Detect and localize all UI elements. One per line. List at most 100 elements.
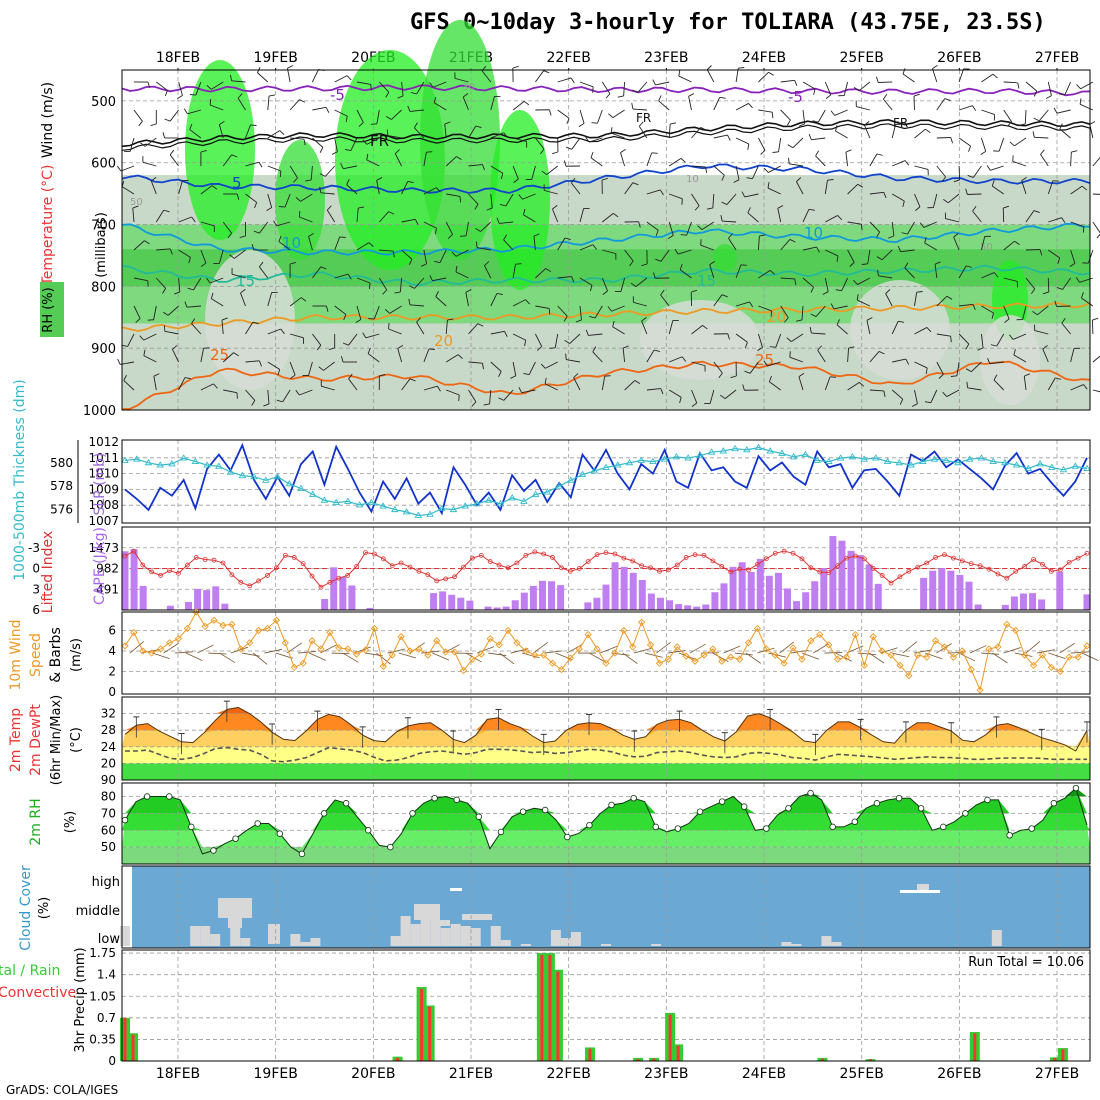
wind-barb — [728, 238, 737, 251]
wind-barb — [631, 103, 634, 110]
run-total: Run Total = 10.06 — [968, 955, 1084, 970]
lifted-index-point — [772, 550, 778, 556]
wind-barb — [499, 203, 507, 207]
wind-barb — [655, 230, 659, 237]
wind-barb — [444, 121, 451, 125]
wind-barb — [484, 261, 490, 266]
wind-barb — [579, 81, 594, 88]
wind-barb — [1092, 317, 1099, 321]
wind-barb — [990, 344, 997, 347]
wind-barb — [1022, 305, 1027, 320]
cape-bar — [1029, 593, 1037, 610]
wind-barb — [522, 208, 526, 215]
wind-barb — [429, 82, 434, 88]
wind-barb — [445, 320, 448, 335]
temp-band-lowest — [122, 763, 1090, 780]
wind-barb — [965, 188, 968, 195]
wind-barb — [632, 89, 638, 93]
wind10-barb — [779, 641, 795, 654]
wind-barb — [512, 137, 527, 143]
date-tick-bottom: 25FEB — [840, 1066, 884, 1082]
cape-bar — [856, 555, 864, 610]
wind-barb — [432, 277, 447, 282]
wind-barb — [867, 249, 871, 264]
wind-barb — [433, 81, 447, 88]
lifted-index-point — [567, 568, 573, 574]
wind-speed-point — [522, 647, 530, 655]
cape-bar — [457, 597, 465, 610]
wind-barb — [434, 261, 441, 264]
lifted-index-point — [853, 553, 858, 559]
wind-barb — [634, 380, 641, 384]
precip-convective-bar — [428, 1006, 432, 1061]
wind-barb — [433, 102, 447, 111]
wind-barb — [914, 389, 918, 404]
wind-barb — [721, 174, 725, 181]
rh-gray-patch — [640, 300, 760, 380]
cloud-low-label: low — [98, 932, 121, 947]
lifted-index-point — [692, 552, 698, 558]
wind-barb — [455, 265, 458, 272]
wind-barb — [709, 261, 716, 265]
wind-barb — [679, 397, 682, 404]
wind-barb — [512, 165, 519, 180]
wind-barb — [219, 121, 225, 125]
wind-barb — [883, 390, 886, 397]
wind-barb — [1070, 221, 1084, 227]
pressure-tick: 900 — [91, 342, 116, 357]
thickness-point — [215, 462, 223, 469]
wind-barb — [416, 81, 425, 95]
wind-barb — [749, 301, 754, 308]
cape-bar — [139, 585, 147, 610]
wind-barb — [563, 160, 567, 167]
wind-barb — [299, 216, 313, 223]
wind-barb — [841, 277, 849, 291]
wind-barb — [977, 347, 984, 351]
wind-barb — [913, 93, 920, 97]
wind-barb — [537, 346, 543, 351]
wind-barb — [439, 249, 447, 263]
wind-barb — [1070, 348, 1075, 363]
wind-barb — [602, 290, 608, 295]
wind10-barb — [309, 652, 326, 661]
wind-barb — [200, 185, 213, 195]
wind-barb — [622, 348, 626, 363]
wind-barb — [830, 110, 836, 116]
wind-speed-point — [727, 653, 735, 661]
thickness-point — [825, 457, 833, 465]
wind-barb — [944, 98, 951, 101]
wind-barb — [924, 401, 931, 404]
wind-barb — [968, 145, 971, 152]
wind-barb — [344, 149, 351, 152]
wind-barb — [601, 177, 608, 181]
wind-barb — [641, 320, 648, 335]
wind-barb — [1032, 131, 1035, 138]
cape-bar — [929, 570, 937, 610]
wind-barb — [251, 400, 256, 406]
wind-speed-point — [513, 639, 521, 647]
wind-barb — [512, 299, 526, 307]
wind-speed-point — [753, 624, 762, 633]
wind-barb — [1059, 128, 1071, 139]
cape-bar — [321, 599, 329, 610]
wind-barb — [259, 221, 269, 234]
wind-barb — [1092, 193, 1100, 195]
cape-bar — [538, 580, 546, 610]
wind-barb — [1079, 103, 1094, 111]
wind10-barb — [712, 652, 729, 662]
pressure-tick: 600 — [91, 157, 116, 172]
wind10-barb — [689, 643, 706, 654]
wind-barb — [796, 177, 802, 182]
wind-speed-point — [789, 644, 797, 652]
lifted-index-tick: -3 — [28, 541, 40, 555]
lifted-index-point — [389, 563, 395, 569]
wind-barb — [589, 285, 593, 292]
wind-barb — [1014, 240, 1020, 246]
rh2-point — [1072, 784, 1080, 792]
wind-barb — [433, 96, 437, 103]
wind-speed-point — [361, 646, 370, 654]
wind-barb — [458, 394, 460, 402]
wind-barb — [178, 277, 181, 292]
wind-barb — [218, 124, 224, 139]
thickness-point — [778, 449, 786, 456]
